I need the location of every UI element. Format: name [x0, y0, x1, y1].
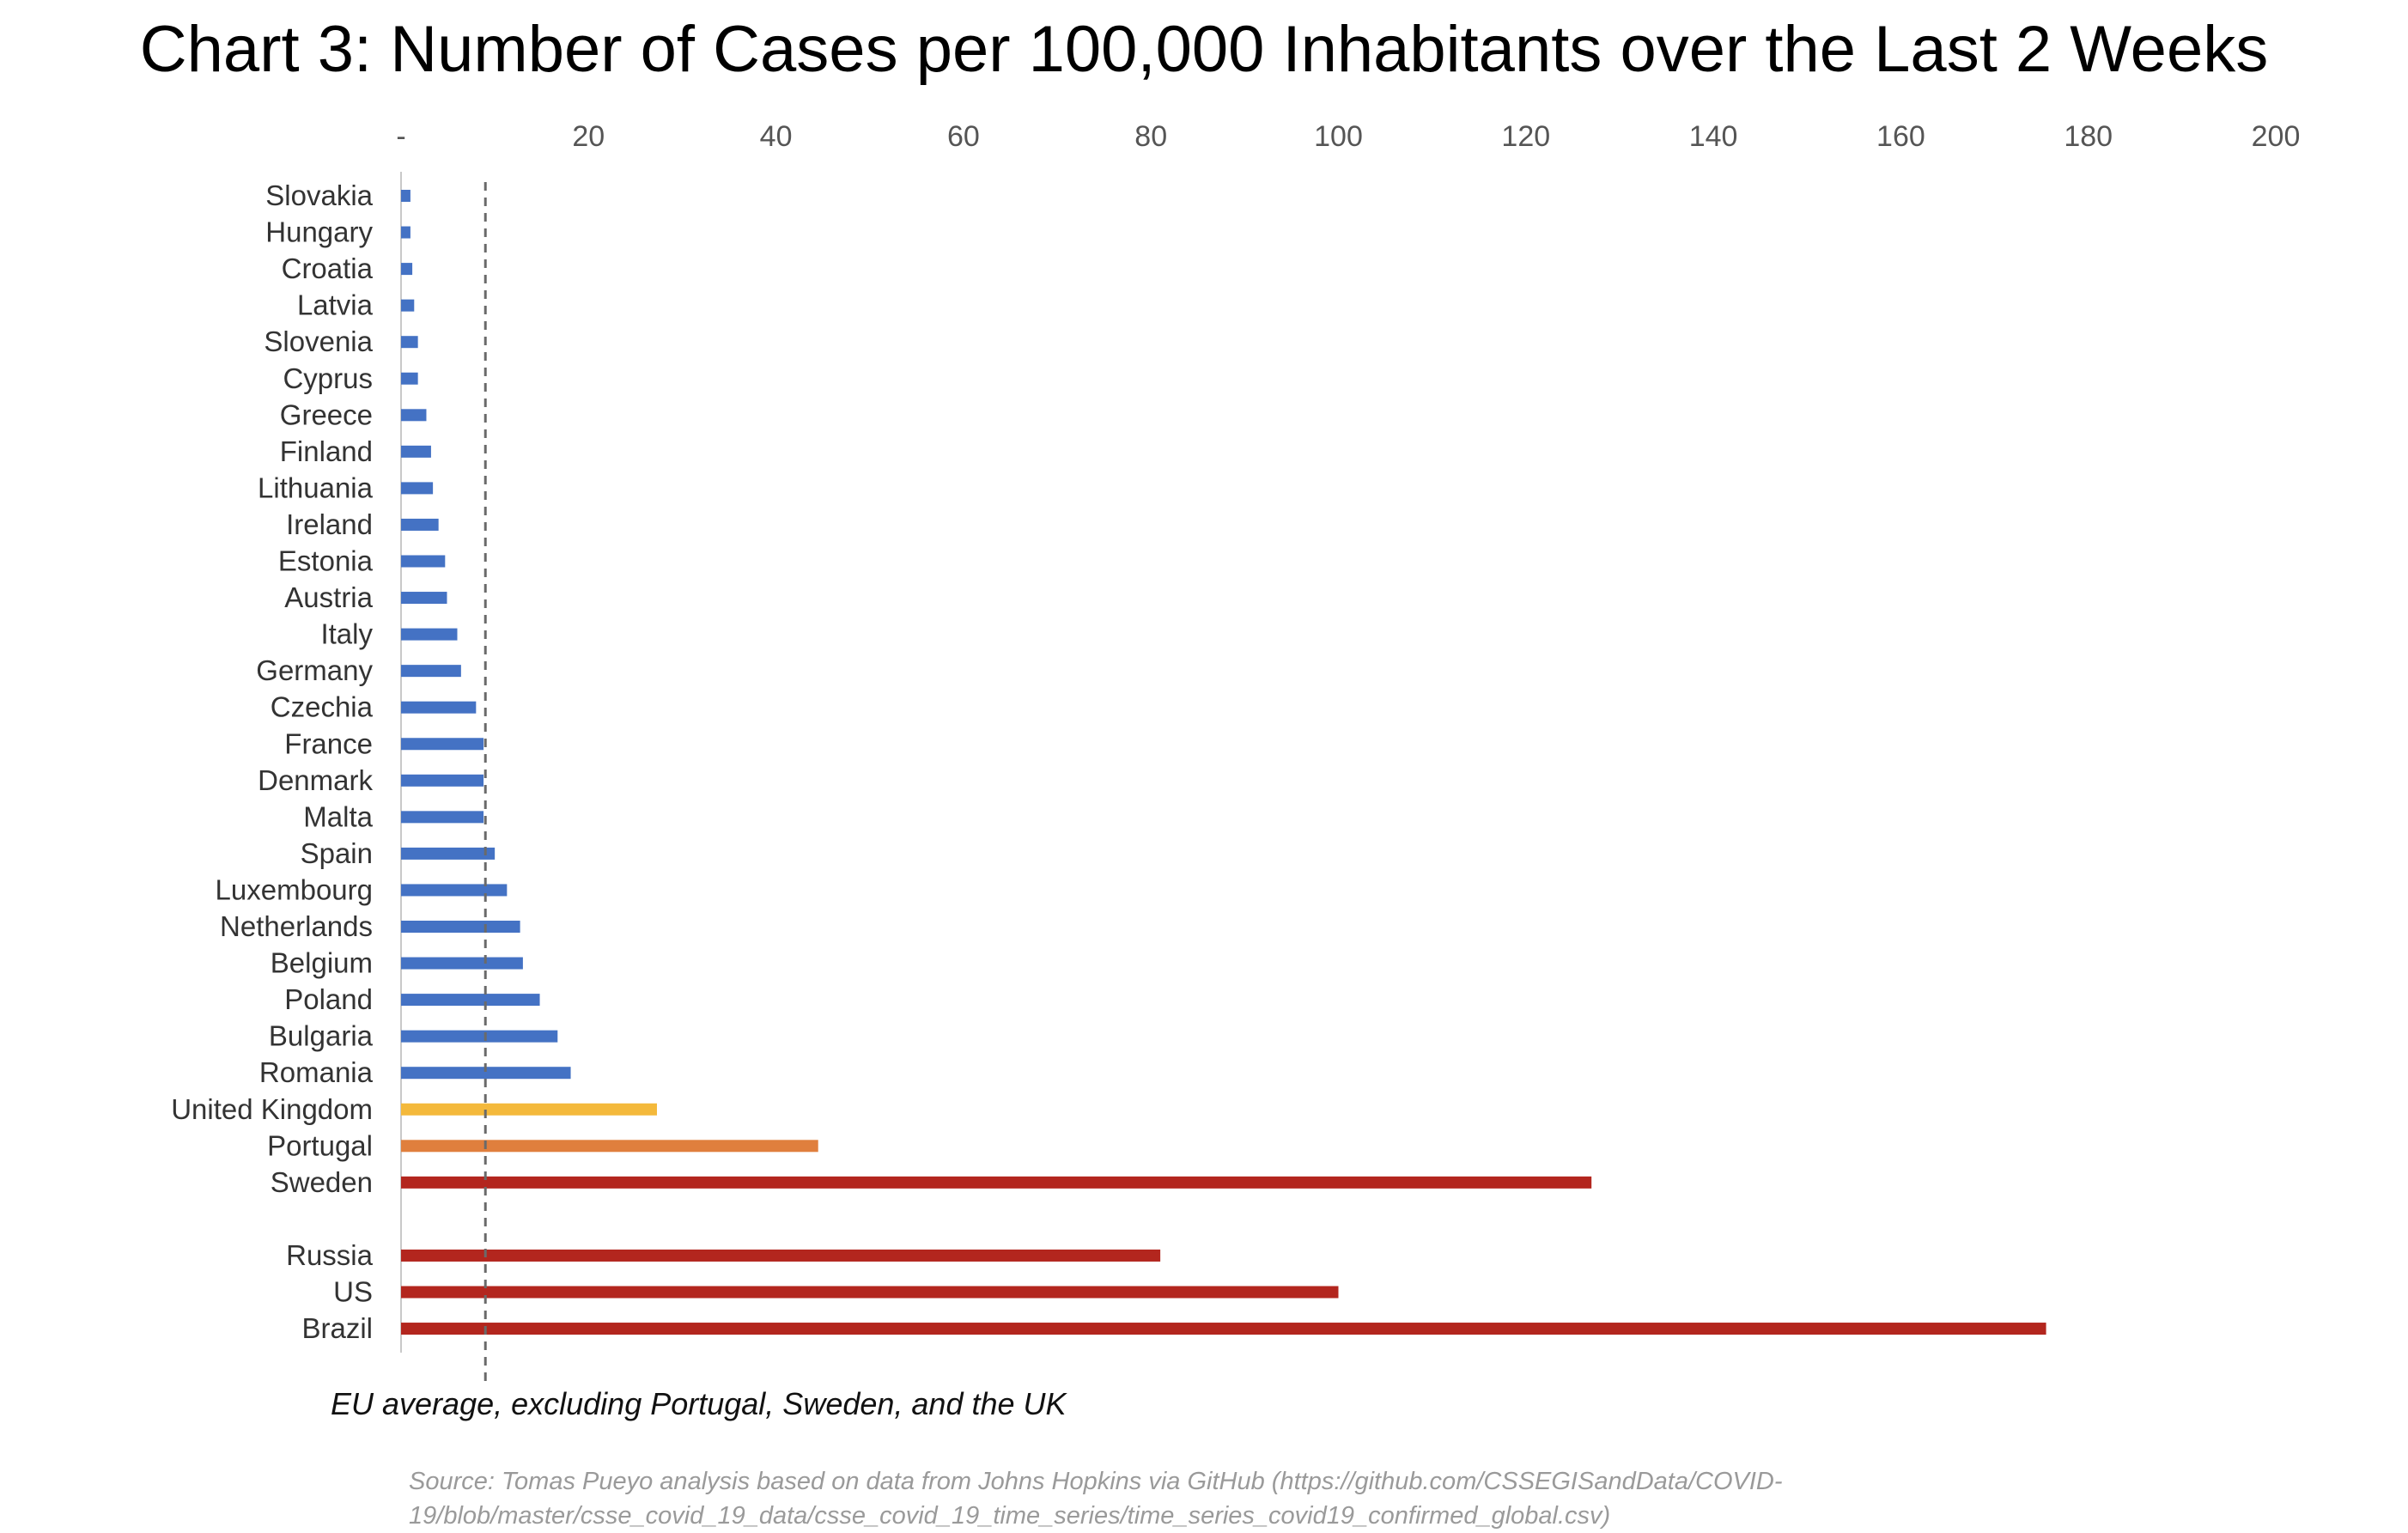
category-labels: Slovakia Hungary Croatia Latvia Slovenia Cypr…: [171, 179, 373, 1344]
bar-greece: [401, 409, 427, 422]
category-label: Croatia: [282, 252, 374, 284]
category-label: Germany: [256, 654, 373, 686]
category-label: Estonia: [278, 545, 374, 577]
x-tick-label: 60: [947, 120, 980, 153]
category-label: Luxembourg: [216, 873, 373, 905]
category-label: Malta: [303, 800, 373, 832]
category-label: France: [284, 727, 373, 759]
category-label: Denmark: [258, 764, 373, 796]
category-label: Spain: [301, 837, 373, 869]
bar-spain: [401, 847, 496, 860]
bar-sweden: [401, 1176, 1592, 1189]
category-label: Ireland: [286, 508, 373, 540]
x-tick-label: 120: [1501, 120, 1550, 153]
bar-hungary: [401, 226, 410, 239]
bar-germany: [401, 665, 461, 678]
bar-bulgaria: [401, 1030, 558, 1043]
category-label: Italy: [320, 618, 373, 650]
chart-title: Chart 3: Number of Cases per 100,000 Inh…: [139, 13, 2269, 86]
category-label: Netherlands: [220, 910, 373, 942]
bar-france: [401, 738, 484, 751]
x-tick-label: 200: [2252, 120, 2301, 153]
category-label: Austria: [284, 581, 373, 613]
bar-estonia: [401, 555, 446, 568]
bar-brazil: [401, 1323, 2046, 1335]
bar-netherlands: [401, 921, 520, 933]
x-tick-label: 40: [760, 120, 793, 153]
bar-croatia: [401, 263, 413, 276]
bar-austria: [401, 592, 447, 605]
bar-portugal: [401, 1140, 818, 1153]
bar-poland: [401, 994, 540, 1007]
category-label: Brazil: [301, 1312, 373, 1344]
source-note: Source: Tomas Pueyo analysis based on da…: [409, 1468, 1783, 1530]
x-tick-label: 100: [1314, 120, 1363, 153]
bar-us: [401, 1286, 1339, 1299]
bar-luxembourg: [401, 884, 508, 897]
category-label: Portugal: [267, 1129, 373, 1161]
bar-italy: [401, 628, 458, 641]
x-axis-ticks: - 20 40 60 80 100 120 140 160 180 200: [396, 120, 2300, 153]
bar-belgium: [401, 957, 523, 970]
category-label: Russia: [286, 1239, 374, 1271]
bar-ireland: [401, 518, 439, 531]
category-label: Bulgaria: [269, 1020, 374, 1052]
category-label: Slovakia: [265, 179, 373, 211]
x-tick-label: 80: [1134, 120, 1167, 153]
bar-malta: [401, 811, 484, 824]
x-tick-label: 180: [2064, 120, 2113, 153]
category-label: Cyprus: [283, 362, 373, 394]
bar-slovakia: [401, 190, 410, 202]
bar-slovenia: [401, 336, 418, 349]
category-label: Lithuania: [258, 471, 374, 503]
category-label: Belgium: [271, 947, 373, 979]
category-label: United Kingdom: [171, 1093, 373, 1125]
bars-group: [401, 190, 2046, 1335]
category-label: Slovenia: [264, 325, 373, 357]
bar-czechia: [401, 701, 477, 714]
category-label: US: [333, 1276, 373, 1308]
x-tick-label: 20: [572, 120, 605, 153]
bar-latvia: [401, 299, 415, 312]
category-label: Finland: [280, 435, 373, 467]
category-label: Sweden: [271, 1166, 373, 1198]
x-tick-label: 160: [1876, 120, 1925, 153]
category-label: Greece: [280, 398, 373, 430]
bar-united-kingdom: [401, 1103, 657, 1116]
bar-romania: [401, 1067, 571, 1080]
category-label: Romania: [259, 1056, 374, 1088]
category-label: Latvia: [297, 289, 374, 321]
category-label: Czechia: [271, 691, 374, 723]
bar-finland: [401, 445, 431, 458]
bar-cyprus: [401, 372, 418, 385]
category-label: Poland: [284, 983, 373, 1015]
bar-lithuania: [401, 482, 434, 495]
x-tick-label: 140: [1689, 120, 1738, 153]
bar-russia: [401, 1249, 1161, 1262]
bar-denmark: [401, 774, 484, 787]
category-label: Hungary: [265, 216, 373, 248]
x-tick-label: -: [396, 120, 405, 153]
eu-average-annotation: EU average, excluding Portugal, Sweden, …: [331, 1386, 1067, 1421]
